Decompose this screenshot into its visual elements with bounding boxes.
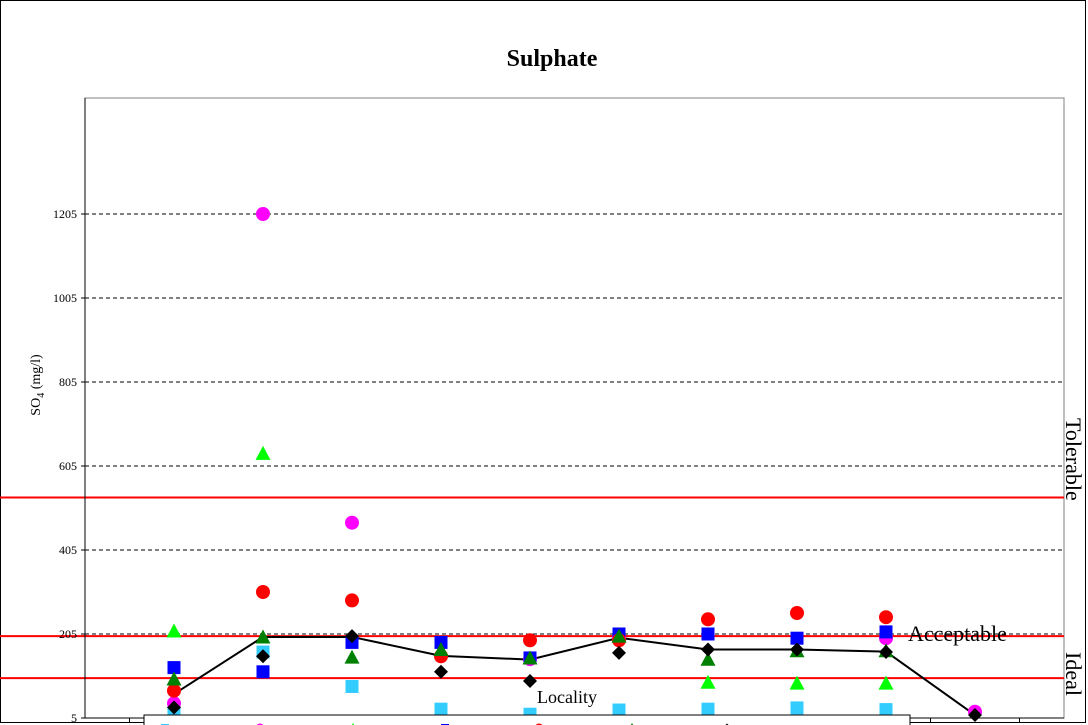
data-points (166, 207, 982, 723)
point-aug-97 (879, 703, 893, 717)
point-may-99 (790, 642, 804, 657)
zone-label-tolerable: Tolerable (1061, 418, 1086, 501)
y-axis-label: SO4 (mg/l) (29, 354, 47, 416)
point-nov-98 (879, 610, 893, 625)
point-aug-97 (345, 680, 359, 693)
legend-label: Nov-97 (274, 723, 308, 725)
point-feb-99 (611, 628, 627, 643)
legend-label: Nov-98 (553, 723, 587, 725)
point-may-99 (968, 708, 982, 723)
y-tick-label: 405 (59, 543, 77, 557)
median-line (173, 635, 976, 716)
zone-label-acceptable: Acceptable (908, 621, 1007, 646)
point-feb-99 (166, 671, 182, 686)
y-axis-label-unit: (mg/l) (29, 354, 44, 393)
point-feb-98 (700, 674, 716, 689)
point-aug-98 (790, 631, 804, 645)
median-line-path (173, 635, 976, 716)
point-may-99 (345, 629, 359, 644)
point-feb-98 (166, 623, 182, 638)
legend-label: May-99 (741, 723, 776, 725)
x-axis-label: Locality (537, 687, 597, 707)
point-aug-98 (167, 661, 181, 675)
legend-label: Aug-98 (459, 723, 493, 725)
point-feb-99 (700, 651, 716, 666)
point-aug-98 (701, 627, 715, 641)
y-axis-label-sub: 4 (36, 393, 47, 398)
grid (85, 213, 1064, 635)
y-tick-label: 205 (59, 627, 77, 641)
point-nov-98 (167, 683, 181, 698)
point-may-99 (434, 664, 448, 679)
point-feb-99 (522, 650, 538, 665)
chart-title: Sulphate (507, 46, 598, 72)
point-feb-98 (878, 675, 894, 690)
point-feb-99 (344, 649, 360, 664)
y-axis-label-main: SO (29, 398, 44, 416)
point-nov-98 (256, 585, 270, 599)
point-aug-97 (701, 702, 715, 716)
point-may-99 (167, 700, 181, 715)
point-nov-98 (523, 633, 537, 648)
point-feb-98 (255, 445, 271, 460)
legend-label: Feb-98 (367, 723, 399, 725)
point-aug-97 (434, 702, 448, 716)
point-feb-99 (255, 629, 271, 644)
y-tick-label: 605 (59, 459, 77, 473)
point-may-99 (523, 674, 537, 689)
zone-label-ideal: Ideal (1061, 652, 1086, 696)
point-nov-97 (345, 515, 359, 530)
point-nov-98 (345, 593, 359, 608)
point-aug-98 (879, 625, 893, 639)
point-aug-97 (612, 703, 626, 717)
point-nov-97 (256, 207, 270, 221)
point-may-99 (256, 649, 270, 664)
point-may-99 (879, 645, 893, 660)
point-aug-98 (256, 665, 270, 679)
y-tick-label: 1205 (53, 207, 77, 221)
legend-label: Feb-99 (646, 723, 678, 725)
y-tick-labels: 5 205 405 605 805 1005 1205 (53, 207, 77, 725)
point-may-99 (701, 642, 715, 657)
point-feb-98 (789, 675, 805, 690)
legend: Aug-97 Nov-97 Feb-98 Aug-98 Nov-98 Feb-99 May-… (143, 714, 911, 725)
y-tick-label: 1005 (53, 291, 77, 305)
point-feb-99 (433, 642, 449, 657)
point-nov-98 (790, 606, 804, 620)
point-aug-97 (790, 701, 804, 715)
point-nov-98 (701, 612, 715, 627)
legend-label: Median (837, 723, 871, 725)
y-tick-label: 805 (59, 375, 77, 389)
legend-label: Aug-97 (179, 723, 213, 725)
y-tick-label: 5 (71, 711, 77, 725)
threshold-lines (0, 496, 1064, 680)
point-may-99 (612, 645, 626, 660)
